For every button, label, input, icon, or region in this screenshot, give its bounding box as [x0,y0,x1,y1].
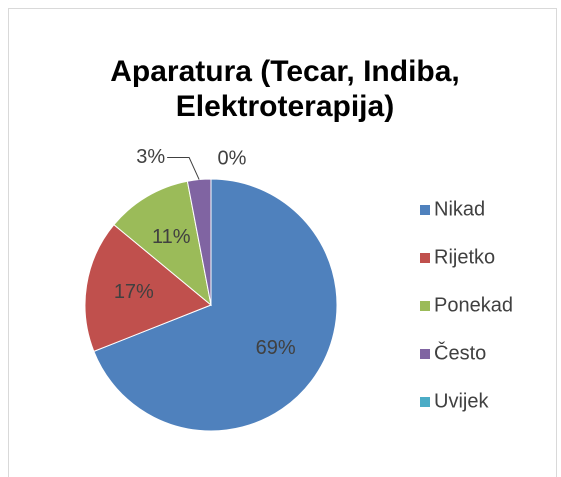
leader-line [167,157,200,180]
legend-swatch [420,253,430,263]
chart-title: Aparatura (Tecar, Indiba, Elektroterapija… [110,55,460,123]
data-label: 69% [256,337,296,359]
pie-slice [186,178,212,306]
legend-label: Često [434,341,486,364]
data-label: 17% [114,281,154,303]
legend-swatch [420,397,430,407]
pie-slice [93,178,338,432]
legend-swatch [420,349,430,359]
legend-label: Rijetko [434,246,495,268]
data-label: 11% [152,226,191,248]
pie-slice [84,223,212,353]
legend-label: Uvijek [434,390,489,412]
data-label: 0% [218,147,247,169]
legend-label: Ponekad [434,294,513,316]
legend-swatch [420,205,430,215]
pie-slice [113,180,212,307]
legend-label: Nikad [434,198,485,220]
data-label: 3% [136,146,165,168]
legend-swatch [420,301,430,311]
